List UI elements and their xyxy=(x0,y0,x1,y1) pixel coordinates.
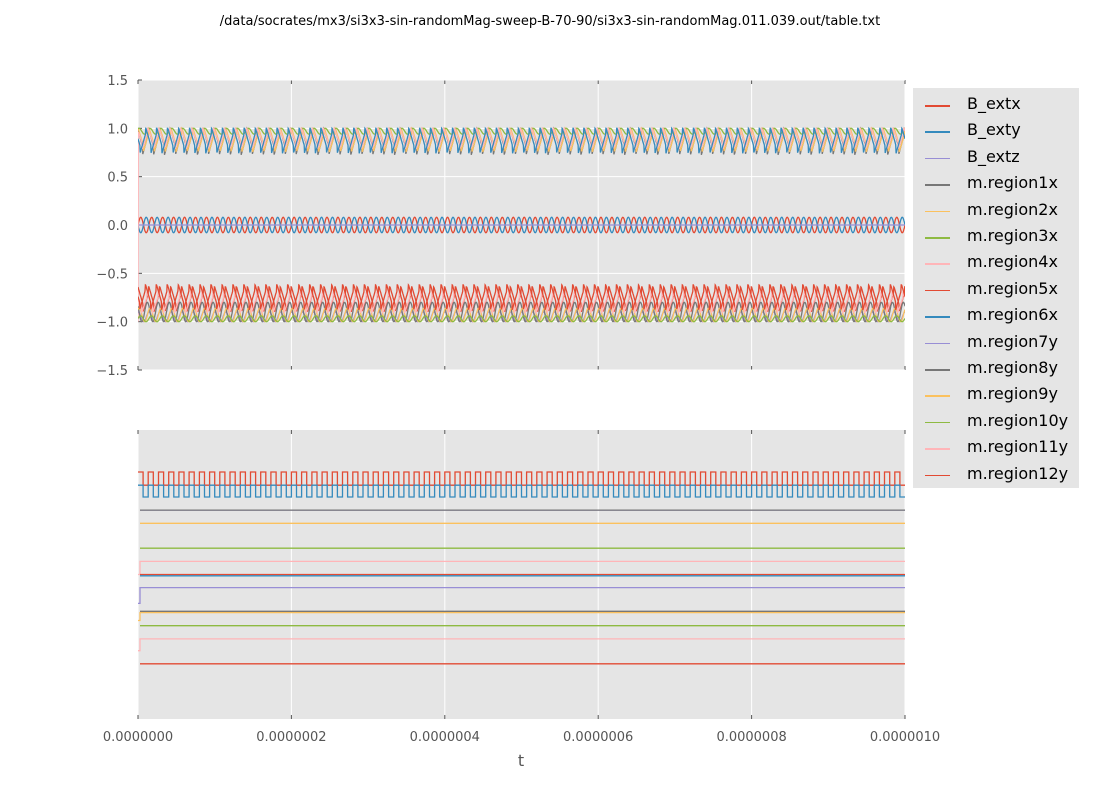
legend-item: B_extz xyxy=(913,144,1079,170)
series-line-m-region4x xyxy=(138,126,905,322)
y-tick-label: 1.0 xyxy=(107,122,128,137)
y-tick-label: 1.5 xyxy=(107,74,128,89)
legend-line-swatch xyxy=(925,316,950,318)
legend-label: B_extz xyxy=(967,146,1020,166)
legend-item: B_exty xyxy=(913,117,1079,143)
series-line-m-region4x xyxy=(138,560,905,576)
legend-line-swatch xyxy=(925,210,950,213)
series-group xyxy=(138,126,905,323)
legend-label: m.region11y xyxy=(967,437,1069,457)
legend-item: m.region1x xyxy=(913,170,1079,196)
legend-item: m.region10y xyxy=(913,408,1079,434)
legend-line-swatch xyxy=(925,157,950,160)
y-tick-label: 0.0 xyxy=(107,219,128,234)
legend-label: m.region8y xyxy=(967,358,1058,377)
legend-item: m.region7y xyxy=(913,329,1079,355)
legend-line-swatch xyxy=(925,289,950,292)
legend-item: m.region8y xyxy=(913,355,1079,381)
x-axis-label: t xyxy=(518,751,524,770)
legend: B_extx B_exty B_extz m.region1x m.region2x m.… xyxy=(913,88,1079,488)
legend-line-swatch xyxy=(925,105,950,107)
legend-item: m.region9y xyxy=(913,381,1079,407)
x-tick-label: 0.0000000 xyxy=(103,730,173,745)
legend-label: m.region6x xyxy=(967,305,1058,325)
y-tick-label: −1.5 xyxy=(96,364,128,379)
legend-line-swatch xyxy=(925,395,950,397)
legend-label: m.region4x xyxy=(967,252,1058,272)
series-group xyxy=(138,471,905,665)
legend-item: m.region2x xyxy=(913,197,1079,223)
legend-line-swatch xyxy=(925,421,950,424)
legend-line-swatch xyxy=(925,131,950,133)
legend-line-swatch xyxy=(925,474,950,477)
y-tick-label: −1.0 xyxy=(96,316,128,331)
legend-label: m.region5x xyxy=(967,278,1058,298)
figure-title: /data/socrates/mx3/si3x3-sin-randomMag-s… xyxy=(219,14,881,29)
y-tick-label: 0.5 xyxy=(107,171,128,186)
series-line-m-region6x xyxy=(138,126,905,154)
legend-line-swatch xyxy=(925,369,950,371)
legend-item: m.region3x xyxy=(913,223,1079,249)
legend-label: B_extx xyxy=(967,94,1021,113)
x-tick-label: 0.0000004 xyxy=(410,730,480,745)
legend-item: B_extx xyxy=(913,91,1079,117)
legend-item: m.region11y xyxy=(913,434,1079,460)
x-tick-label: 0.0000002 xyxy=(256,730,326,745)
series-line-m-region7y xyxy=(138,311,905,323)
bottom-axes: 0.0000000 0.0000002 0.0000004 0.0000006 0.00… xyxy=(103,430,940,745)
series-line-m-region9y xyxy=(138,611,905,622)
legend-item: m.region4x xyxy=(913,249,1079,275)
y-tick-label: −0.5 xyxy=(96,267,128,282)
x-tick-label: 0.0000010 xyxy=(870,730,940,745)
series-line-m-region7y xyxy=(138,586,905,605)
legend-item: m.region5x xyxy=(913,276,1079,302)
legend-label: m.region7y xyxy=(967,331,1058,351)
series-line-m-region11y xyxy=(138,638,905,652)
x-tick-label: 0.0000008 xyxy=(716,730,786,745)
legend-line-swatch xyxy=(925,263,950,265)
series-line-m-region10y xyxy=(138,315,905,323)
legend-label: m.region3x xyxy=(967,226,1058,245)
legend-item: m.region12y xyxy=(913,461,1079,487)
series-line-m-region12y xyxy=(138,283,905,311)
legend-line-swatch xyxy=(925,448,950,450)
x-tick-label: 0.0000006 xyxy=(563,730,633,745)
legend-label: m.region2x xyxy=(967,199,1058,219)
series-line-m-region8y xyxy=(138,301,905,323)
legend-label: m.region9y xyxy=(967,384,1058,404)
series-line-b_extx xyxy=(138,471,905,486)
series-line-b_exty xyxy=(138,484,905,498)
legend-item: m.region6x xyxy=(913,302,1079,328)
legend-line-swatch xyxy=(925,184,950,186)
legend-label: m.region10y xyxy=(967,410,1069,430)
top-axes: 1.5 1.0 0.5 0.0 −0.5 −1.0 −1.5 xyxy=(96,74,906,379)
legend-label: m.region1x xyxy=(967,173,1058,193)
legend-line-swatch xyxy=(925,237,950,239)
legend-label: m.region12y xyxy=(967,463,1069,483)
legend-line-swatch xyxy=(925,342,950,345)
legend-label: B_exty xyxy=(967,120,1021,140)
